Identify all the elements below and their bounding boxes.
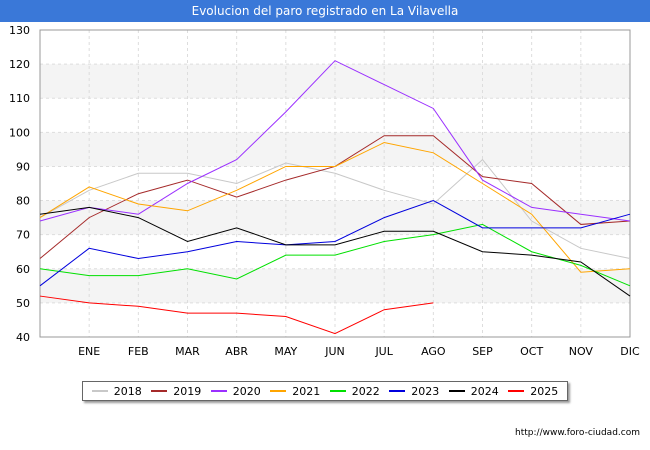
background-band [40, 132, 630, 167]
legend: 2018 2019 2020 2021 2022 2023 2024 2025 [82, 381, 568, 401]
background-band [40, 166, 630, 201]
legend-item-2018: 2018 [91, 384, 142, 398]
y-tick-label: 40 [16, 331, 30, 344]
legend-item-2022: 2022 [329, 384, 380, 398]
legend-item-2020: 2020 [210, 384, 261, 398]
series-line-2020 [39, 60, 631, 222]
legend-label: 2023 [411, 384, 440, 398]
y-tick-label: 130 [9, 24, 30, 37]
y-tick-label: 90 [16, 160, 30, 173]
series-line-2021 [39, 142, 631, 273]
legend-swatch [210, 390, 227, 392]
legend-item-2025: 2025 [508, 385, 558, 398]
series-lines [39, 60, 631, 335]
legend-label: 2022 [351, 384, 380, 398]
y-tick-label: 70 [16, 229, 30, 242]
chart-title: Evolucion del paro registrado en La Vila… [0, 0, 650, 22]
legend-label: 2025 [530, 384, 559, 398]
y-tick-label: 50 [16, 297, 30, 310]
series-line-2023 [39, 200, 631, 287]
legend-label: 2019 [173, 384, 202, 398]
legend-label: 2020 [232, 384, 261, 398]
x-tick-label: SEP [472, 345, 493, 358]
x-tick-label: ABR [225, 345, 248, 358]
y-tick-label: 110 [9, 92, 30, 105]
y-tick-label: 60 [16, 263, 30, 276]
legend-item-2023: 2023 [389, 385, 439, 398]
x-tick-label: DIC [620, 345, 640, 358]
legend-swatch [270, 390, 287, 392]
legend-item-2021: 2021 [270, 385, 320, 398]
background-band [40, 234, 630, 269]
footer-url: http://www.foro-ciudad.com [515, 428, 640, 438]
legend-swatch [389, 390, 406, 392]
x-tick-label: MAR [175, 345, 200, 358]
axes [39, 29, 631, 338]
legend-item-2019: 2019 [151, 385, 201, 398]
x-tick-label: AGO [421, 345, 446, 358]
y-tick-label: 120 [9, 58, 30, 71]
legend-label: 2018 [113, 384, 142, 398]
background-band [40, 268, 630, 303]
y-tick-labels: 40 50 60 70 80 90 100 110 120 130 [9, 24, 30, 344]
legend-item-2024: 2024 [448, 384, 499, 398]
y-tick-label: 100 [9, 126, 30, 139]
legend-label: 2021 [292, 384, 321, 398]
x-tick-label: JUN [324, 345, 345, 358]
x-tick-label: NOV [569, 345, 594, 358]
legend-label: 2024 [470, 384, 499, 398]
plot-frame [39, 29, 631, 338]
series-line-2018 [39, 158, 631, 260]
legend-swatch [91, 390, 108, 392]
background-band [40, 64, 630, 99]
x-tick-label: OCT [520, 345, 543, 358]
legend-swatch [448, 390, 465, 392]
series-line-2024 [39, 206, 631, 297]
y-tick-label: 80 [16, 195, 30, 208]
x-tick-labels: ENE FEB MAR ABR MAY JUN JUL AGO SEP OCT NOV DIC [78, 345, 640, 358]
legend-swatch [508, 390, 525, 392]
series-line-2022 [39, 223, 631, 287]
x-tick-label: FEB [128, 345, 149, 358]
background-band [40, 30, 630, 65]
series-line-2025 [39, 295, 434, 335]
x-tick-label: ENE [78, 345, 100, 358]
x-tick-label: JUL [374, 345, 393, 358]
legend-swatch [151, 390, 168, 392]
legend-swatch [329, 390, 346, 392]
x-tick-label: MAY [274, 345, 297, 358]
